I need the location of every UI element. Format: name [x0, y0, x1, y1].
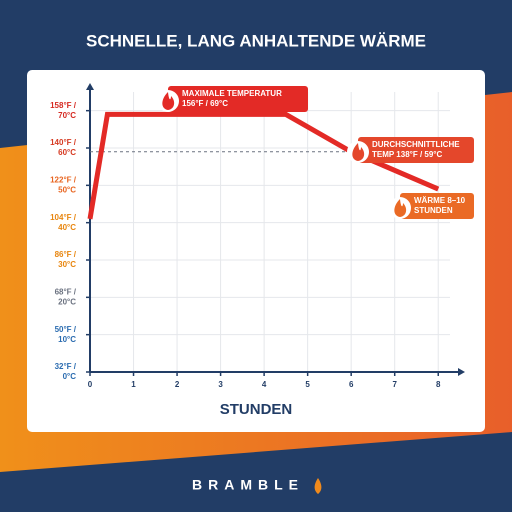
annotation-text: WÄRME 8–10 [414, 196, 466, 205]
title: SCHNELLE, LANG ANHALTENDE WÄRME [86, 31, 426, 50]
brand-flame [314, 478, 322, 494]
x-tick-label: 6 [349, 380, 354, 389]
x-tick-label: 3 [218, 380, 223, 389]
y-tick-label: 158°F / [50, 101, 77, 110]
annotation-box [358, 137, 474, 163]
y-tick-label: 68°F / [55, 287, 77, 296]
y-tick-label: 60°C [58, 148, 76, 157]
y-tick-label: 140°F / [50, 138, 77, 147]
x-tick-label: 0 [88, 380, 93, 389]
y-tick-label: 10°C [58, 335, 76, 344]
card [27, 70, 485, 432]
y-tick-label: 50°F / [55, 325, 77, 334]
annotation-box [400, 193, 474, 219]
flame-icon [394, 199, 407, 217]
y-tick-label: 40°C [58, 223, 76, 232]
y-tick-label: 0°C [63, 372, 77, 381]
annotation-text: STUNDEN [414, 206, 453, 215]
x-axis-label: STUNDEN [220, 401, 293, 418]
x-tick-label: 7 [392, 380, 397, 389]
annotation-box [168, 86, 308, 112]
y-tick-label: 70°C [58, 111, 76, 120]
annotation-text: TEMP 138°F / 59°C [372, 150, 443, 159]
y-tick-label: 122°F / [50, 175, 77, 184]
y-tick-label: 30°C [58, 260, 76, 269]
y-tick-label: 86°F / [55, 250, 77, 259]
y-tick-label: 32°F / [55, 362, 77, 371]
x-tick-label: 1 [131, 380, 136, 389]
annotation-text: MAXIMALE TEMPERATUR [182, 89, 282, 98]
x-tick-label: 2 [175, 380, 180, 389]
y-tick-label: 104°F / [50, 213, 77, 222]
x-tick-label: 4 [262, 380, 267, 389]
flame-icon [162, 92, 175, 110]
annotation-text: 156°F / 69°C [182, 99, 228, 108]
annotation-text: DURCHSCHNITTLICHE [372, 140, 460, 149]
x-tick-label: 8 [436, 380, 441, 389]
brand: BRAMBLE [192, 477, 304, 493]
y-tick-label: 50°C [58, 185, 76, 194]
y-axis-arrow [86, 83, 94, 90]
y-tick-label: 20°C [58, 297, 76, 306]
x-axis-arrow [458, 368, 465, 376]
temperature-line [87, 111, 440, 220]
x-tick-label: 5 [305, 380, 310, 389]
flame-icon [352, 143, 365, 161]
